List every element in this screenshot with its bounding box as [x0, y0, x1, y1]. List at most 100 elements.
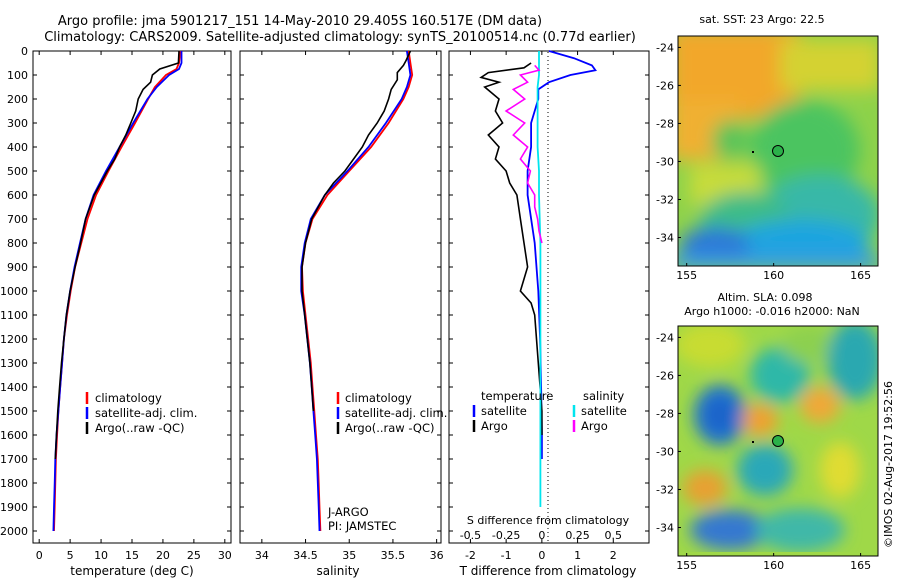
x-tick-label: 34.5 [293, 549, 318, 562]
difference-legend: temperature salinity satellite Argo sate… [472, 389, 627, 433]
lon-tick-label: 155 [676, 559, 697, 572]
s-tick-label: 0.5 [605, 529, 623, 542]
salinity-legend: climatology satellite-adj. clim. Argo(..… [336, 391, 447, 435]
legend-label-sal-argo: Argo [581, 419, 608, 433]
salinity-depth-ticks [240, 50, 441, 532]
temperature-legend: climatology satellite-adj. clim. Argo(..… [85, 391, 197, 435]
depth-tick-label: 600 [7, 189, 28, 202]
series-line [301, 50, 412, 412]
legend-label-climatology: climatology [95, 391, 162, 405]
x-tick-label: 20 [156, 549, 170, 562]
lat-tick-label: -30 [656, 445, 674, 458]
argo-location-marker [772, 435, 784, 447]
series-line [536, 51, 542, 507]
lon-tick-label: 165 [850, 559, 871, 572]
depth-tick-label: 1000 [0, 285, 28, 298]
legend-heading-temperature: temperature [481, 389, 553, 403]
series-line [301, 50, 414, 532]
depth-tick-label: 1900 [0, 501, 28, 514]
temperature-axis-label: temperature (deg C) [70, 564, 193, 578]
x-tick-label: 34 [255, 549, 269, 562]
sla-map-title-line1: Altim. SLA: 0.098 [717, 291, 812, 304]
x-tick-label: 35 [342, 549, 356, 562]
salinity-panel: 34 34.5 35 35.5 36 salinity climatology sate… [239, 50, 447, 578]
depth-axis-ticks: 0 100 200 300 400 500 600 700 800 900 1000 1100 1200… [0, 45, 231, 538]
lat-tick-label: -34 [656, 231, 674, 244]
depth-tick-label: 1400 [0, 381, 28, 394]
legend-label-sal-satellite: satellite [581, 404, 627, 418]
temperature-panel: 0100200300400500600700800900100011001200… [0, 45, 232, 578]
s-difference-axis-label: S difference from climatology [467, 514, 630, 527]
legend-label-climatology: climatology [345, 391, 412, 405]
t-difference-axis-label: T difference from climatology [459, 564, 637, 578]
depth-tick-label: 800 [7, 237, 28, 250]
legend-label-temp-satellite: satellite [481, 404, 527, 418]
difference-axis-ticks: -2 -1 0 1 2 [465, 51, 617, 562]
depth-tick-label: 700 [7, 213, 28, 226]
legend-label-satellite: satellite-adj. clim. [95, 406, 197, 420]
legend-label-argo: Argo(..raw -QC) [95, 421, 185, 435]
temperature-axis-ticks: 0 5 10 15 20 25 30 [36, 51, 232, 562]
imos-credit: ©IMOS 02-Aug-2017 19:52:56 [882, 381, 895, 548]
salinity-axis-ticks: 34 34.5 35 35.5 36 [255, 51, 444, 562]
temperature-series [52, 50, 183, 532]
s-difference-ticks: -0.5 -0.25 0 0.25 0.5 [460, 529, 622, 542]
lat-tick-label: -24 [656, 41, 674, 54]
sst-map-image [678, 36, 878, 266]
figure-title-line1: Argo profile: jma 5901217_151 14-May-201… [58, 14, 542, 29]
salinity-axis-label: salinity [316, 564, 359, 578]
depth-tick-label: 1600 [0, 429, 28, 442]
sla-map-frame [677, 325, 879, 557]
x-tick-label: 0 [36, 549, 43, 562]
lat-tick-label: -28 [656, 117, 674, 130]
sla-map-image [678, 326, 878, 556]
x-tick-label: 2 [610, 549, 617, 562]
legend-label-temp-argo: Argo [481, 419, 508, 433]
depth-tick-label: 0 [21, 45, 28, 58]
depth-tick-label: 1200 [0, 333, 28, 346]
depth-tick-label: 1300 [0, 357, 28, 370]
series-line [300, 50, 412, 532]
lat-tick-label: -24 [656, 331, 674, 344]
lat-tick-label: -28 [656, 407, 674, 420]
argo-location-marker [772, 145, 784, 157]
depth-tick-label: 400 [7, 141, 28, 154]
depth-tick-label: 1100 [0, 309, 28, 322]
lon-tick-label: 160 [763, 269, 784, 282]
x-tick-label: -1 [501, 549, 512, 562]
depth-tick-label: 1500 [0, 405, 28, 418]
salinity-axes-box [239, 50, 442, 544]
x-tick-label: -2 [465, 549, 476, 562]
x-tick-label: 25 [187, 549, 201, 562]
lat-tick-label: -26 [656, 79, 674, 92]
sst-map-ticks: 155 160 165 -24 -26 -28 -30 -32 -34 [656, 41, 871, 282]
series-line [479, 62, 543, 435]
lat-tick-label: -26 [656, 369, 674, 382]
sla-map-ticks: 155 160 165 -24 -26 -28 -30 -32 -34 [656, 331, 871, 572]
s-tick-label: 0.25 [565, 529, 590, 542]
x-tick-label: 30 [218, 549, 232, 562]
pi-label: PI: JAMSTEC [328, 519, 396, 533]
x-tick-label: 1 [574, 549, 581, 562]
s-tick-label: -0.25 [492, 529, 520, 542]
salinity-series [300, 50, 414, 532]
lon-tick-label: 155 [676, 269, 697, 282]
difference-series [479, 50, 597, 507]
x-tick-label: 35.5 [381, 549, 406, 562]
series-line [54, 50, 180, 460]
sla-map-title-line2: Argo h1000: -0.016 h2000: NaN [684, 305, 860, 318]
depth-tick-label: 200 [7, 93, 28, 106]
lat-tick-label: -32 [656, 193, 674, 206]
difference-axes-box [448, 50, 650, 544]
difference-depth-ticks [449, 50, 649, 532]
depth-tick-label: 1800 [0, 477, 28, 490]
depth-tick-label: 300 [7, 117, 28, 130]
sla-map-panel: Altim. SLA: 0.098 Argo h1000: -0.016 h20… [656, 291, 879, 572]
lat-tick-label: -32 [656, 483, 674, 496]
lat-tick-label: -34 [656, 521, 674, 534]
sst-map-frame [677, 35, 879, 267]
legend-label-argo: Argo(..raw -QC) [345, 421, 435, 435]
figure-title-line2: Climatology: CARS2009. Satellite-adjuste… [44, 30, 636, 45]
x-tick-label: 5 [67, 549, 74, 562]
